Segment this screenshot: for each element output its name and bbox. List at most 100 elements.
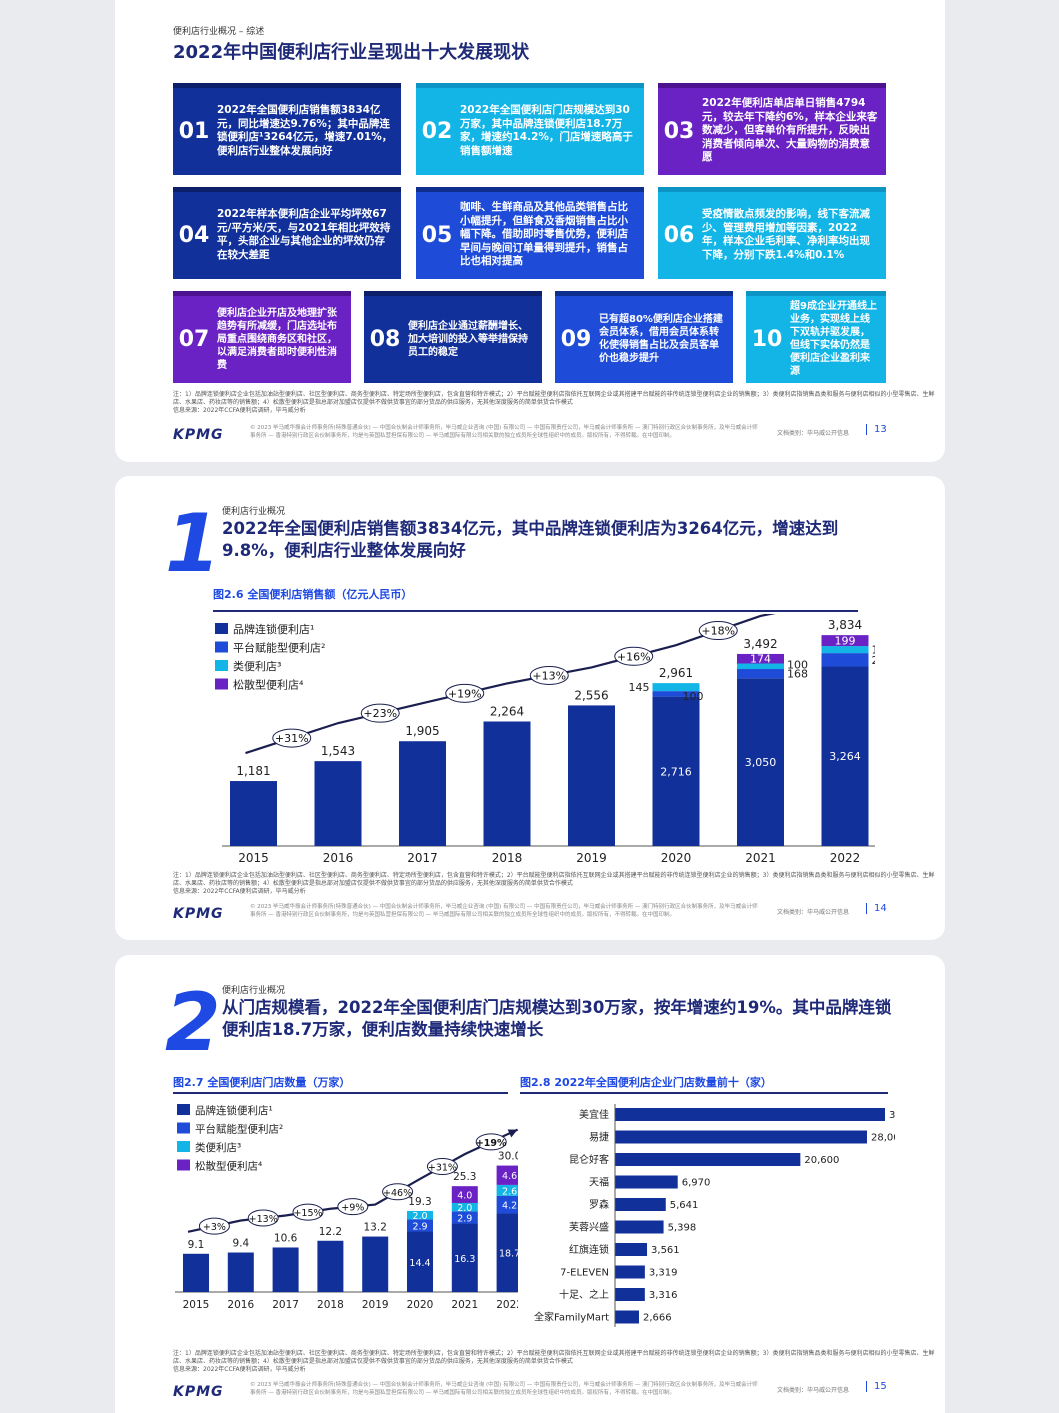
bar-segment [451,1202,478,1212]
bar-segment [652,691,700,697]
page-13: 便利店行业概况 – 综述 2022年中国便利店行业呈现出十大发展现状 01 202… [115,0,945,462]
card-strip [173,291,351,296]
legend-swatch [215,641,228,653]
segment-label: 3,264 [829,750,861,763]
x-tick-label: 2022 [830,851,861,865]
store-count-chart: 品牌连锁便利店¹ 平台赋能型便利店² 类便利店³ 松散型便利店⁴ 9.1 2015 9.4 2… [175,1104,518,1311]
company-label: 芙蓉兴盛 [569,1221,609,1234]
x-tick-label: 2020 [407,1299,434,1311]
kpmg-logo: KPMG [173,427,224,443]
hbar [615,1108,885,1121]
x-tick-label: 2020 [661,851,692,865]
card-text: 已有超80%便利店企业搭建会员体系，借用会员体系转化使得销售占比及会员客单价也稳… [599,314,723,364]
bar-segment [227,1252,254,1292]
insight-card-01: 01 2022年全国便利店销售额3834亿元，同比增速达9.76%；其中品牌连锁便… [173,83,401,175]
section-label: 便利店行业概况 [222,507,286,517]
card-number: 03 [663,118,695,144]
page-number: 15 [866,1381,887,1392]
x-tick-label: 2019 [362,1299,389,1311]
card-number: 01 [178,118,210,144]
segment-label: 145 [629,681,650,694]
segment-label: 18.7 [499,1249,518,1260]
total-label: 9.1 [188,1239,205,1251]
bar-segment [230,781,277,846]
legend-label: 松散型便利店⁴ [233,678,304,692]
segment-label: 4.2 [502,1201,517,1212]
card-text: 咖啡、生鲜商品及其他品类销售占比小幅提升，但鲜食及香烟销售占比小幅下降。借助即时… [460,201,628,268]
section-number: 1 [165,497,221,590]
figure-rule [520,1092,888,1094]
copyright: © 2023 毕马威华振会计师事务所(特殊普通合伙) — 中国合伙制会计师事务所… [250,1382,758,1396]
growth-oval [198,1217,230,1235]
insight-card-09: 09 已有超80%便利店企业搭建会员体系，借用会员体系转化使得销售占比及会员客单价… [555,291,733,383]
segment-label: 4.0 [457,1191,472,1202]
x-tick-label: 2019 [576,851,607,865]
legend-swatch [177,1141,190,1152]
card-strip [658,83,886,88]
growth-label: +18% [701,625,735,638]
bar-segment [407,1210,433,1220]
segment-label: 168 [787,668,808,681]
total-label: 3,834 [828,618,862,632]
growth-oval [360,703,400,723]
section-number: 2 [165,976,221,1069]
bar-segment [821,653,869,667]
hbar [615,1310,639,1324]
hbar-value: 3,316 [649,1290,678,1301]
bar-segment [314,761,362,846]
bar-segment [737,678,784,846]
card-number: 06 [663,222,695,248]
bar-segment [652,683,700,692]
total-label: 13.2 [364,1222,387,1234]
source-text: 信息来源：2022年CCFA便利店调研，毕马威分析 [173,888,306,895]
bar-segment [483,721,531,846]
segment-label: 174 [750,653,771,666]
card-strip [173,187,401,192]
x-tick-label: 2017 [407,851,438,865]
legend-swatch [177,1159,190,1171]
card-strip [173,83,401,88]
total-label: 1,905 [405,724,439,738]
bar-segment [451,1186,478,1203]
bar-segment [407,1231,433,1292]
legend-label: 类便利店³ [233,659,281,673]
total-label: 12.2 [319,1226,342,1238]
total-label: 2,556 [574,688,608,702]
company-label: 易捷 [589,1131,609,1144]
copyright: © 2023 毕马威华振会计师事务所(特殊普通合伙) — 中国合伙制会计师事务所… [250,425,758,439]
growth-oval [529,665,569,685]
total-label: 2,264 [490,704,524,718]
source-text: 信息来源：2022年CCFA便利店调研，毕马威分析 [173,407,306,414]
hbar [615,1130,867,1144]
growth-label: +31% [428,1163,457,1174]
growth-oval [475,1133,507,1151]
bar-segment [399,741,446,846]
insight-card-04: 04 2022年样本便利店企业平均坪效67元/平方米/天，与2021年相比坪效持平… [173,187,401,279]
segment-label: 3,050 [745,756,777,769]
hbar-value: 28,006 [871,1133,895,1144]
company-label: 天福 [589,1176,609,1189]
card-text: 2022年全国便利店门店规模达到30万家，其中品牌连锁便利店18.7万家，增速约… [460,104,633,157]
legend-swatch [215,623,228,634]
growth-label: +13% [532,669,566,682]
hbar-value: 20,600 [804,1155,839,1166]
bar-segment [568,705,615,846]
card-text: 超9成企业开通线上业务，实现线上线下双轨并驱发展，但线下实体仍然是便利店企业盈利… [790,301,877,377]
bar-segment [407,1219,433,1232]
hbar [615,1288,645,1301]
growth-label: +19% [448,687,482,700]
growth-label: +16% [617,650,651,663]
card-text: 2022年全国便利店销售额3834亿元，同比增速达9.76%；其中品牌连锁便利店… [217,104,393,157]
total-label: 1,543 [321,744,355,758]
segment-label: 2.0 [457,1203,472,1214]
bar-segment [451,1211,478,1224]
bar-segment [496,1195,518,1214]
card-number: 08 [369,326,401,352]
card-text: 便利店企业通过薪酬增长、加大培训的投入等举措保持员工的稳定 [408,320,528,358]
growth-label: +9% [341,1203,364,1214]
growth-oval [337,1198,369,1216]
card-number: 09 [560,326,592,352]
growth-oval [614,646,654,666]
hbar-value: 5,398 [668,1223,697,1234]
hbar-value: 3,319 [649,1268,678,1279]
